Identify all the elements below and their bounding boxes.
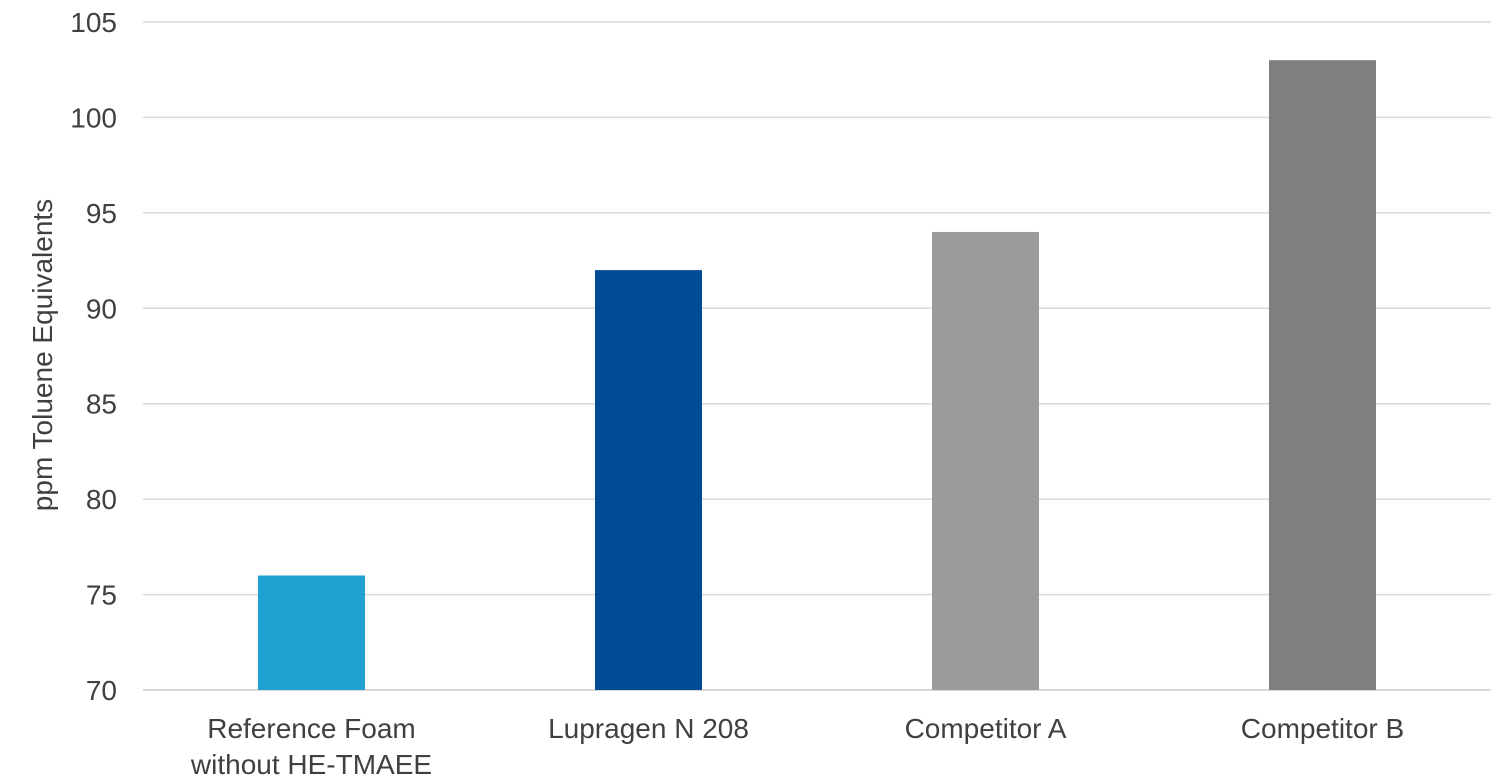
bar xyxy=(595,270,702,690)
y-tick-label: 85 xyxy=(86,389,117,420)
bar xyxy=(932,231,1039,690)
x-category-label: Competitor B xyxy=(1241,713,1404,744)
y-tick-label: 75 xyxy=(86,580,117,611)
y-tick-label: 100 xyxy=(70,102,117,133)
x-category-label: Competitor A xyxy=(905,713,1067,744)
x-category-label: Lupragen N 208 xyxy=(548,713,749,744)
y-tick-label: 70 xyxy=(86,675,117,706)
y-tick-label: 80 xyxy=(86,484,117,515)
y-tick-label: 90 xyxy=(86,293,117,324)
bars xyxy=(258,60,1376,690)
x-category-label: Reference Foam without HE-TMAEE xyxy=(190,713,432,778)
bar xyxy=(1269,60,1376,690)
bar xyxy=(258,575,365,690)
y-axis-title: ppm Toluene Equivalents xyxy=(27,199,58,511)
y-tick-label: 105 xyxy=(70,7,117,38)
y-axis-ticks: 70 75 80 85 90 95 100 105 xyxy=(70,7,117,706)
gridlines xyxy=(143,21,1491,691)
x-axis-categories: Reference Foam without HE-TMAEE Lupragen N… xyxy=(190,713,1404,778)
y-tick-label: 95 xyxy=(86,198,117,229)
